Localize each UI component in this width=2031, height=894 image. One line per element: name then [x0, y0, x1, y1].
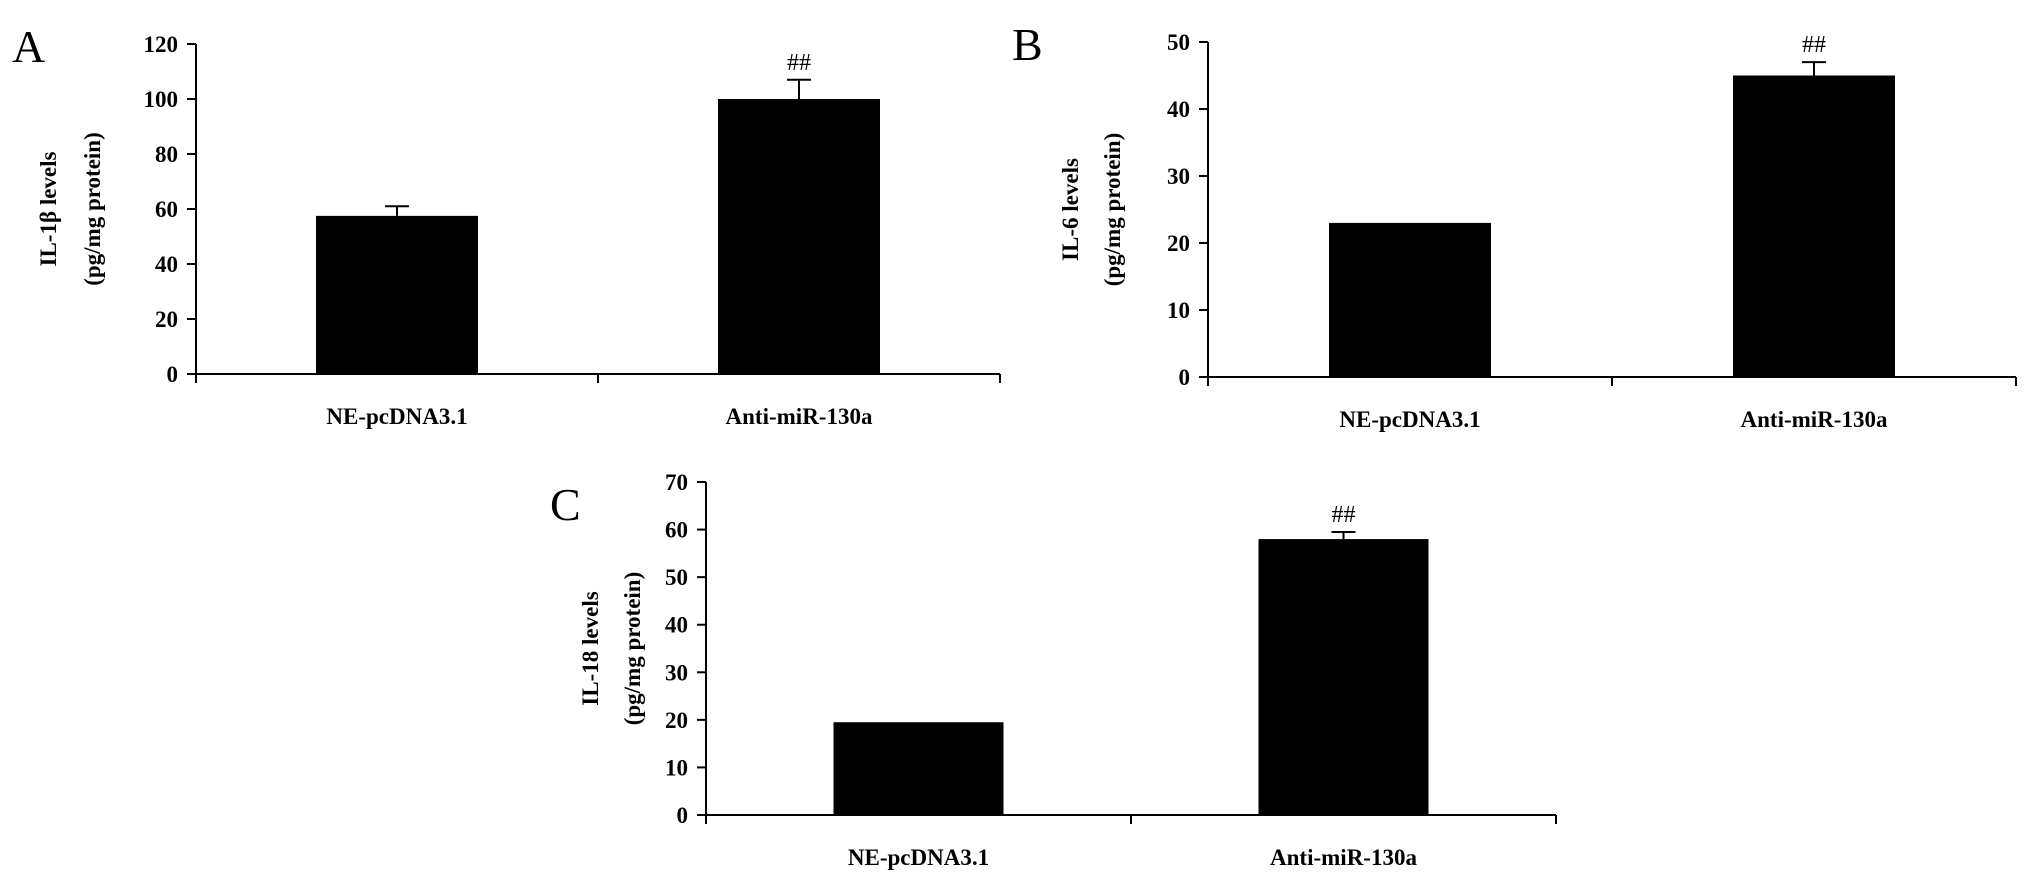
y-axis-label-line2: (pg/mg protein): [1100, 133, 1125, 287]
y-tick-label: 60: [155, 197, 178, 222]
bar-ne-pcdna3-1: [316, 215, 478, 374]
y-tick-label: 40: [155, 252, 178, 277]
y-tick-label: 40: [665, 613, 688, 638]
y-tick-label: 10: [665, 755, 688, 780]
bar-anti-mir-130a: [718, 99, 880, 374]
x-category-label: NE-pcDNA3.1: [848, 845, 989, 870]
y-tick-label: 0: [1179, 365, 1191, 390]
x-category-label: Anti-miR-130a: [1741, 407, 1888, 432]
y-axis-label-line1: IL-6 levels: [1058, 158, 1083, 261]
y-tick-label: 0: [677, 803, 689, 828]
y-tick-label: 60: [665, 518, 688, 543]
y-axis-label-line1: IL-18 levels: [578, 591, 603, 705]
chart-panel-a: A 0 20 40 60 80 100 120 NE-pcDNA3.1 ## Anti-miR-13…: [12, 21, 1001, 429]
y-axis-label-line2: (pg/mg protein): [620, 572, 645, 726]
y-tick-label: 40: [1167, 97, 1190, 122]
y-axis-label-line1: IL-1β levels: [36, 151, 61, 266]
y-tick-label: 50: [1167, 30, 1190, 55]
y-tick-label: 80: [155, 142, 178, 167]
panel-letter: A: [12, 21, 45, 72]
y-tick-label: 70: [665, 470, 688, 495]
y-tick-label: 10: [1167, 298, 1190, 323]
x-category-label: Anti-miR-130a: [726, 404, 873, 429]
significance-marker: ##: [1802, 32, 1826, 58]
significance-marker: ##: [787, 50, 811, 76]
y-tick-label: 30: [665, 660, 688, 685]
x-category-label: NE-pcDNA3.1: [326, 404, 467, 429]
bar-ne-pcdna3-1: [1329, 222, 1491, 377]
chart-panel-c: C 0 10 20 30 40 50 60 70 NE-pcDNA3.1 ## Anti-miR-13…: [550, 470, 1557, 870]
x-category-label: Anti-miR-130a: [1270, 845, 1417, 870]
y-tick-label: 30: [1167, 164, 1190, 189]
x-category-label: NE-pcDNA3.1: [1339, 407, 1480, 432]
y-tick-label: 20: [665, 708, 688, 733]
chart-panel-b: B 0 10 20 30 40 50 NE-pcDNA3.1 ## Anti-miR-130a IL…: [1012, 19, 2017, 432]
bar-anti-mir-130a: [1258, 539, 1429, 815]
y-tick-label: 20: [1167, 231, 1190, 256]
y-tick-label: 100: [144, 87, 179, 112]
bar-ne-pcdna3-1: [833, 722, 1004, 815]
y-tick-label: 20: [155, 307, 178, 332]
y-tick-label: 0: [167, 362, 179, 387]
y-tick-label: 120: [144, 32, 179, 57]
significance-marker: ##: [1332, 502, 1356, 528]
y-axis-label-line2: (pg/mg protein): [80, 132, 105, 286]
panel-letter: B: [1012, 19, 1043, 70]
y-tick-label: 50: [665, 565, 688, 590]
panel-letter: C: [550, 479, 581, 530]
bar-anti-mir-130a: [1733, 75, 1895, 377]
